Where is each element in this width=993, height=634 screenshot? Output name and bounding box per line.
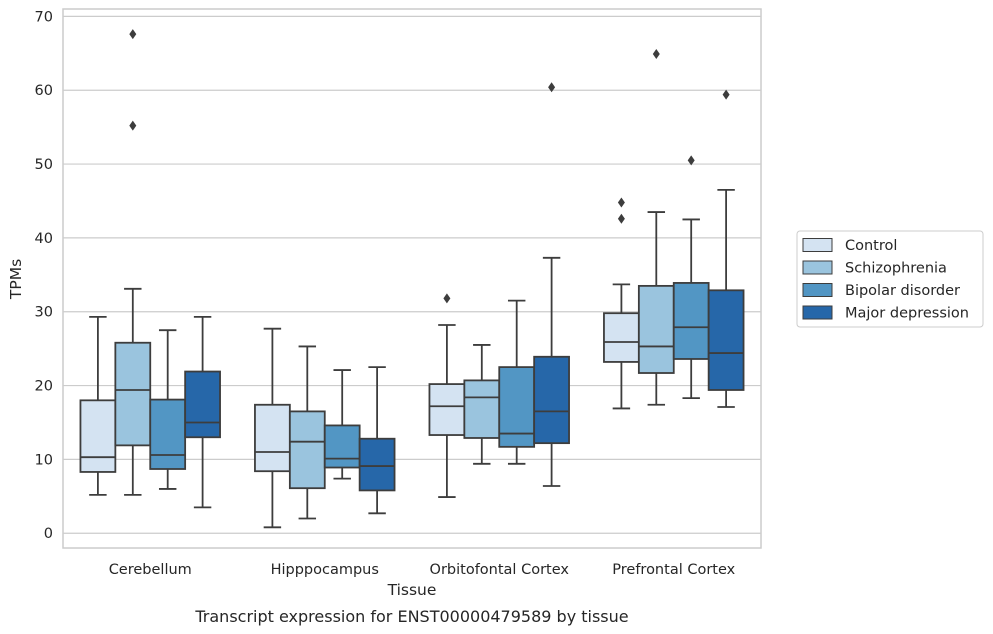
box-schizophrenia-cerebellum [114,29,152,496]
legend-item-bipolar-disorder: Bipolar disorder [802,283,960,299]
x-tick-label-prefrontal-cortex: Prefrontal Cortex [612,562,735,578]
legend: Control Schizophrenia Bipolar disorder Majo… [796,230,984,328]
box-iqr [672,282,710,360]
box-iqr [533,355,570,445]
box-schizophrenia-prefrontal-cortex [637,49,675,406]
box-bipolar-disorder-orbitofontal-cortex [498,299,536,465]
box-iqr [149,398,187,470]
y-tick-label-0: 0 [44,526,53,542]
box-major-depression-prefrontal-cortex [707,89,745,408]
series-schizophrenia [114,29,675,520]
box-major-depression-cerebellum [184,315,221,509]
legend-label: Bipolar disorder [845,283,960,299]
box-control-prefrontal-cortex [603,197,640,410]
box-iqr [288,410,326,490]
box-iqr [79,399,117,473]
y-tick-label-50: 50 [35,157,53,173]
outlier-point-1 [617,197,625,208]
box-iqr [428,383,466,436]
legend-item-schizophrenia: Schizophrenia [802,260,947,277]
legend-label: Control [845,238,897,254]
y-tick-label-30: 30 [35,305,53,321]
y-tick-label-70: 70 [35,9,53,25]
plot-frame [62,8,762,549]
x-tick-label-hipppocampus: Hipppocampus [271,562,379,578]
legend-label: Schizophrenia [845,261,947,277]
x-axis-ticks: Cerebellum Hipppocampus Orbitofontal Corte… [109,562,736,578]
box-control-cerebellum [79,315,117,496]
box-iqr [184,370,221,439]
outlier-point-1 [129,29,137,40]
y-axis-label: TPMs [7,259,25,300]
x-axis-label: Tissue [387,581,437,599]
outlier-point-0 [443,293,451,304]
box-iqr [114,341,152,447]
box-iqr [603,312,640,363]
outlier-point-0 [548,82,556,93]
box-iqr [637,284,675,374]
outlier-point-0 [617,213,625,224]
box-iqr [498,366,536,448]
box-control-orbitofontal-cortex [428,293,466,498]
series-control [79,197,640,529]
box-iqr [323,424,361,469]
box-schizophrenia-hipppocampus [288,345,326,520]
x-tick-label-orbitofontal-cortex: Orbitofontal Cortex [430,562,570,578]
legend-item-major-depression: Major depression [802,305,969,322]
y-tick-label-20: 20 [35,379,53,395]
box-iqr [358,437,396,492]
box-bipolar-disorder-cerebellum [149,329,187,490]
box-iqr [707,289,745,391]
y-tick-label-40: 40 [35,231,53,247]
box-major-depression-hipppocampus [358,366,396,515]
outlier-point-0 [722,89,730,100]
box-series [79,29,745,529]
y-axis-ticks: 0 10 20 30 40 50 60 70 [35,9,53,542]
legend-swatch [802,283,833,297]
box-iqr [463,379,501,439]
legend-swatch [802,305,833,320]
x-tick-label-cerebellum: Cerebellum [109,562,192,578]
box-iqr [254,403,291,473]
box-bipolar-disorder-hipppocampus [323,369,361,480]
series-major-depression [184,82,745,515]
legend-swatch [802,260,833,275]
box-major-depression-orbitofontal-cortex [533,82,570,487]
y-tick-label-60: 60 [35,83,53,99]
outlier-point-0 [652,49,660,60]
outlier-point-0 [129,120,137,131]
legend-label: Major depression [845,306,969,322]
series-bipolar-disorder [149,155,710,490]
chart-caption: Transcript expression for ENST0000047958… [194,607,628,626]
legend-frame [796,230,984,328]
outlier-point-0 [687,155,695,166]
box-control-hipppocampus [254,327,291,529]
legend-swatch [802,238,833,252]
legend-item-control: Control [802,238,897,254]
box-schizophrenia-orbitofontal-cortex [463,344,501,465]
y-tick-label-10: 10 [35,452,53,468]
box-bipolar-disorder-prefrontal-cortex [672,155,710,400]
